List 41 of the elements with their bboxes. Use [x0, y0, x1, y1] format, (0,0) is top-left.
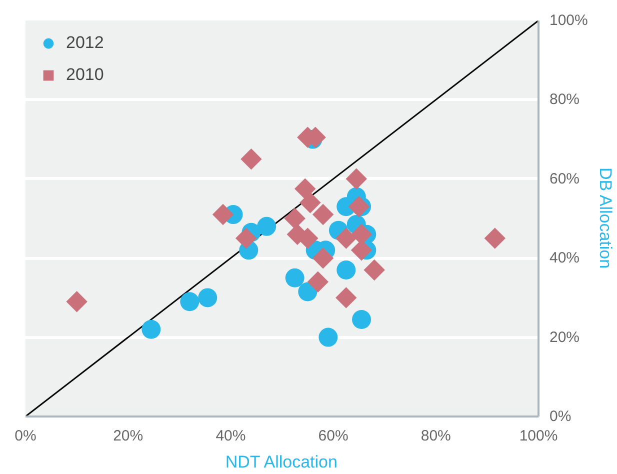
- point: [284, 208, 306, 230]
- x-tick-label: 40%: [216, 428, 246, 444]
- point: [312, 247, 334, 269]
- point: [198, 288, 218, 308]
- point: [364, 259, 385, 281]
- x-tick-label: 60%: [318, 428, 348, 444]
- legend-label: 2010: [66, 65, 104, 85]
- point: [346, 168, 367, 190]
- point: [240, 148, 262, 170]
- point: [212, 204, 234, 226]
- point: [484, 228, 506, 249]
- point: [180, 292, 200, 312]
- point: [285, 268, 304, 288]
- y-tick-label: 100%: [550, 12, 588, 29]
- point: [336, 228, 357, 249]
- point: [66, 291, 88, 312]
- y-tick-label: 0%: [550, 408, 572, 425]
- point: [235, 228, 257, 249]
- point: [318, 328, 338, 347]
- x-tick-label: 0%: [14, 428, 36, 444]
- x-tick-label: 20%: [113, 428, 144, 444]
- point: [336, 260, 356, 280]
- point: [294, 178, 316, 200]
- x-axis-title: NDT Allocation: [225, 452, 338, 472]
- point: [348, 196, 370, 218]
- y-tick-label: 80%: [550, 91, 580, 108]
- x-tick-label: 100%: [519, 428, 558, 444]
- y-tick-label: 60%: [550, 170, 580, 188]
- point: [352, 310, 372, 329]
- legend-label: 2012: [66, 33, 104, 53]
- point: [257, 216, 276, 236]
- y-tick-label: 20%: [550, 328, 580, 346]
- y-axis-title: DB Allocation: [596, 167, 615, 269]
- point: [307, 271, 329, 292]
- point: [312, 204, 334, 226]
- point: [142, 320, 161, 339]
- point: [300, 192, 321, 214]
- point: [298, 282, 318, 302]
- x-tick-label: 80%: [420, 428, 451, 444]
- y-tick-label: 40%: [550, 250, 580, 267]
- point: [336, 287, 357, 308]
